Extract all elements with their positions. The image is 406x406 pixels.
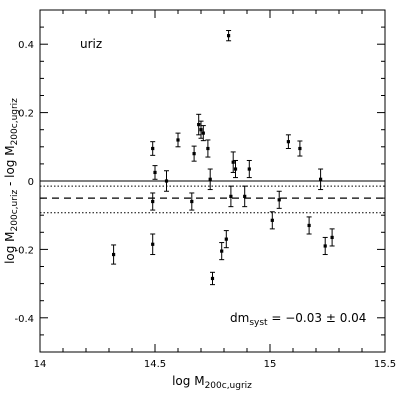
data-point bbox=[297, 140, 303, 157]
y-tick-label: -0.2 bbox=[14, 245, 34, 256]
point-marker bbox=[270, 218, 274, 222]
point-marker bbox=[199, 128, 203, 132]
data-point bbox=[276, 190, 282, 209]
x-axis-label: log M200c,ugriz bbox=[172, 374, 252, 391]
point-marker bbox=[153, 170, 157, 175]
point-marker bbox=[197, 122, 201, 127]
panel-label: uriz bbox=[80, 37, 102, 51]
x-axis-label-subscript: 200c,ugriz bbox=[205, 381, 253, 391]
point-marker bbox=[330, 235, 334, 240]
y-axis-label: log M200c,uriz - log M200c,ugriz bbox=[3, 98, 20, 264]
data-point bbox=[269, 211, 275, 230]
point-marker bbox=[323, 244, 327, 248]
data-point bbox=[246, 159, 252, 179]
x-axis-label-main: log M bbox=[172, 374, 204, 388]
point-marker bbox=[112, 252, 116, 257]
y-tick-label: 0.2 bbox=[18, 109, 34, 120]
systematic-offset-annotation: dmsyst = −0.03 ± 0.04 bbox=[230, 311, 366, 328]
point-marker bbox=[164, 179, 169, 183]
y-axis-label-mid: - log M bbox=[3, 145, 17, 189]
y-axis-label-sub-a: 200c,uriz bbox=[10, 190, 20, 232]
data-point bbox=[175, 132, 181, 148]
data-point bbox=[230, 151, 236, 173]
point-marker bbox=[229, 194, 233, 198]
point-marker bbox=[247, 167, 251, 171]
point-marker bbox=[210, 276, 215, 281]
point-marker bbox=[192, 152, 196, 156]
data-point bbox=[196, 113, 202, 136]
x-tick-label: 15.5 bbox=[374, 359, 396, 370]
data-point bbox=[219, 242, 225, 261]
y-axis-label-sub-b: 200c,ugriz bbox=[10, 98, 20, 146]
point-marker bbox=[231, 160, 235, 164]
point-marker bbox=[298, 146, 302, 151]
annotation-prefix: dm bbox=[230, 311, 249, 325]
data-point bbox=[210, 271, 215, 286]
data-point bbox=[152, 165, 158, 180]
data-point bbox=[205, 139, 211, 158]
data-point bbox=[306, 216, 312, 235]
data-point bbox=[322, 236, 328, 256]
data-point bbox=[285, 134, 291, 150]
y-tick-label: 0.4 bbox=[18, 40, 34, 51]
x-tick-label: 14 bbox=[34, 359, 47, 370]
point-marker bbox=[319, 177, 323, 181]
point-marker bbox=[208, 177, 212, 181]
axis-ticks bbox=[39, 9, 386, 353]
data-point bbox=[198, 120, 204, 139]
annotation-subscript: syst bbox=[249, 318, 268, 328]
x-tick-label: 14.5 bbox=[144, 359, 166, 370]
data-point bbox=[226, 30, 232, 42]
data-point bbox=[150, 192, 156, 211]
axis-tick-labels: 14 14.5 15 15.5 -0.4 -0.2 0 0.2 0.4 bbox=[14, 40, 396, 370]
data-point bbox=[164, 170, 169, 192]
point-marker bbox=[277, 198, 281, 202]
data-point bbox=[200, 125, 206, 142]
point-marker bbox=[206, 146, 210, 151]
data-point bbox=[318, 168, 324, 191]
y-tick-label: 0 bbox=[28, 177, 34, 188]
data-point bbox=[207, 168, 213, 191]
point-marker bbox=[286, 140, 290, 144]
point-marker bbox=[220, 249, 224, 253]
data-point bbox=[189, 192, 195, 211]
annotation-value: = −0.03 ± 0.04 bbox=[268, 311, 367, 325]
data-point bbox=[111, 244, 117, 265]
data-point bbox=[191, 145, 197, 162]
point-marker bbox=[243, 194, 247, 198]
point-marker bbox=[201, 131, 205, 135]
reference-lines bbox=[40, 180, 385, 214]
data-point bbox=[233, 159, 238, 179]
data-point bbox=[150, 233, 156, 256]
data-points bbox=[111, 30, 335, 286]
y-axis-label-part-a: log M bbox=[3, 231, 17, 263]
data-point bbox=[150, 141, 156, 156]
point-marker bbox=[151, 146, 155, 151]
point-marker bbox=[190, 199, 194, 204]
point-marker bbox=[233, 167, 238, 171]
point-marker bbox=[151, 199, 155, 204]
point-marker bbox=[227, 34, 231, 38]
point-marker bbox=[151, 242, 155, 246]
point-marker bbox=[307, 223, 311, 228]
data-point bbox=[228, 185, 234, 208]
data-point bbox=[329, 228, 335, 247]
point-marker bbox=[176, 138, 180, 142]
data-point bbox=[242, 185, 248, 208]
x-tick-label: 15 bbox=[264, 359, 277, 370]
y-tick-label: -0.4 bbox=[14, 314, 34, 325]
point-marker bbox=[224, 237, 228, 241]
data-point bbox=[223, 230, 229, 249]
